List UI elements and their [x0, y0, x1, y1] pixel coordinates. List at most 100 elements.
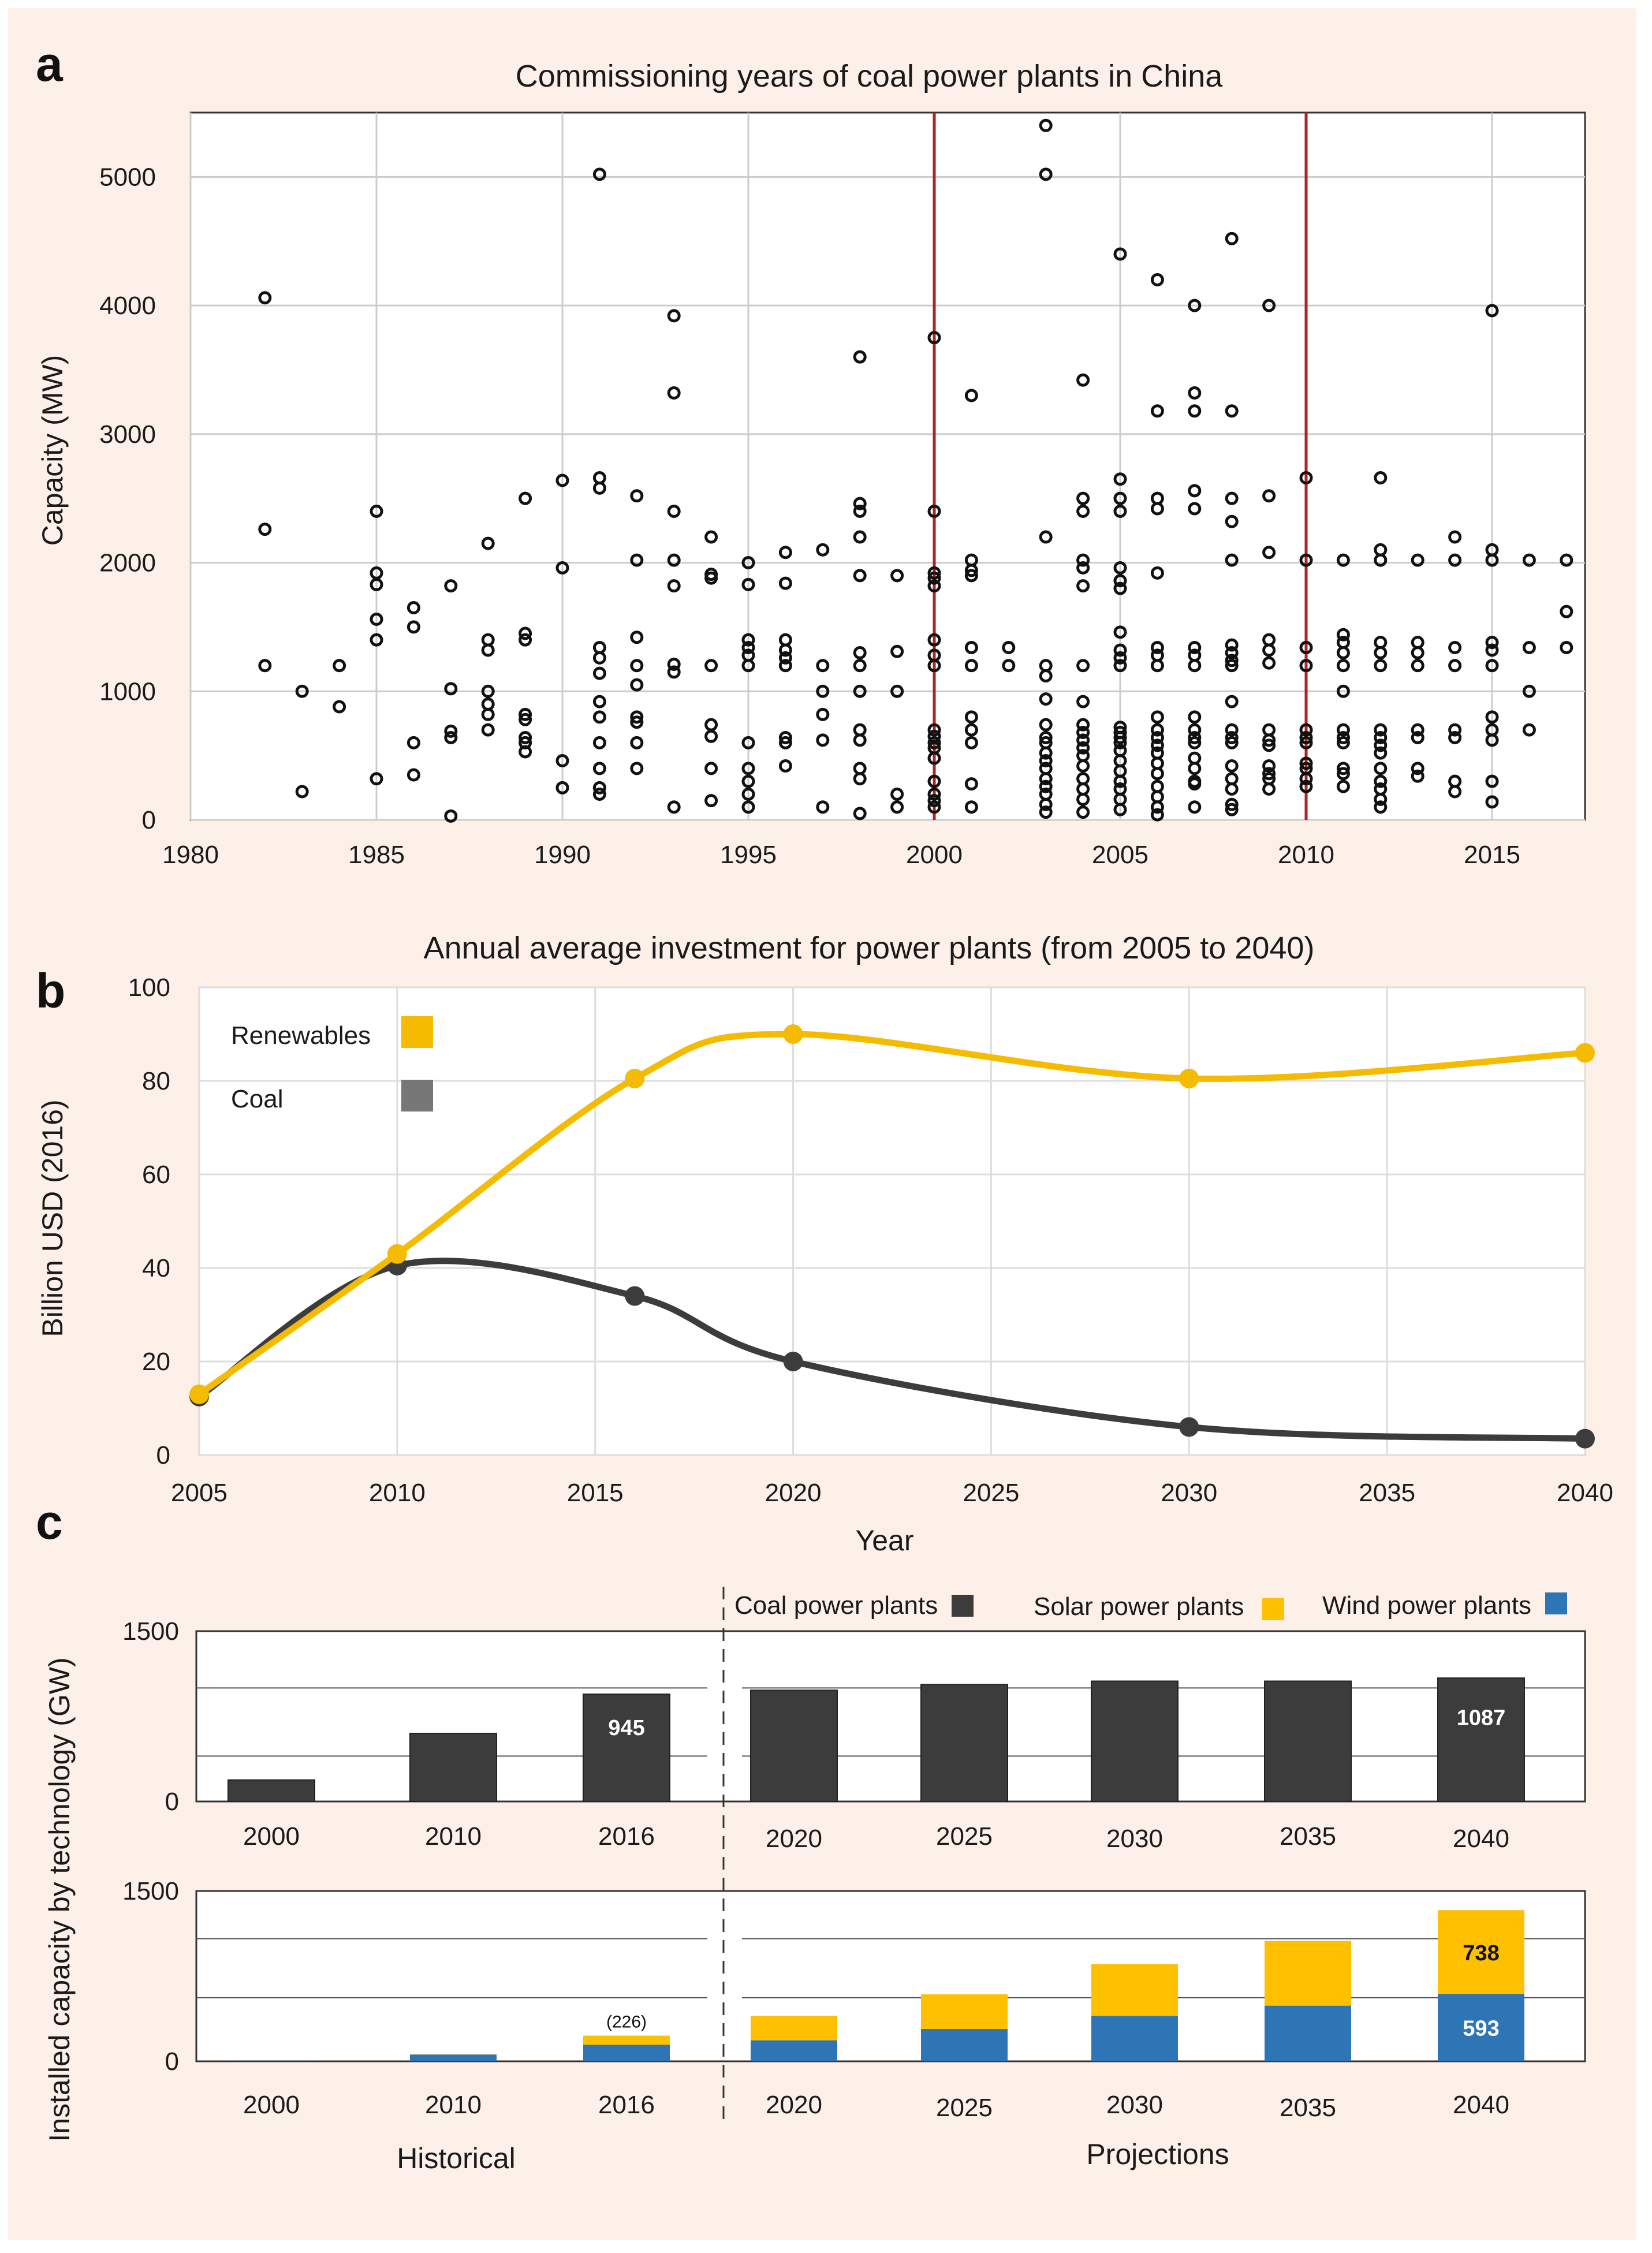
scatter-point: [1188, 762, 1202, 775]
scatter-point: [1262, 546, 1276, 559]
x-tick-label: 2015: [1464, 841, 1520, 869]
coal-point: [1575, 1428, 1595, 1449]
scatter-point: [1262, 759, 1276, 773]
scatter-point: [890, 569, 904, 583]
scatter-point: [1374, 774, 1388, 788]
x-tick-label: 2000: [906, 841, 963, 869]
solar-bar-2016: [583, 2035, 670, 2045]
scatter-point: [333, 659, 346, 673]
scatter-point: [853, 497, 867, 510]
scatter-point: [1188, 404, 1202, 418]
scatter-point: [964, 659, 978, 673]
scatter-point: [1113, 504, 1127, 518]
scatter-point: [1299, 641, 1313, 655]
scatter-point: [1299, 779, 1313, 793]
wind-bar-2025: [921, 2028, 1008, 2061]
coal-bar-2016: [583, 1694, 670, 1802]
scatter-point: [1299, 723, 1313, 737]
renewables-point: [1575, 1043, 1595, 1063]
scatter-point: [519, 713, 532, 726]
scatter-point: [1150, 641, 1164, 655]
y-tick-label: 1000: [99, 677, 156, 706]
scatter-point: [853, 807, 867, 820]
scatter-point: [964, 723, 978, 737]
scatter-point: [1188, 777, 1202, 791]
renewables-point: [387, 1244, 407, 1264]
scatter-point: [1336, 767, 1350, 781]
scatter-point: [407, 768, 420, 782]
scatter-point: [1225, 491, 1239, 505]
scatter-point: [1225, 759, 1239, 773]
scatter-point: [853, 772, 867, 786]
scatter-point: [555, 781, 569, 794]
scatter-point: [1448, 723, 1462, 737]
scatter-point: [1299, 730, 1313, 744]
scatter-point: [519, 626, 532, 640]
y-tick-label: 40: [142, 1254, 170, 1282]
scatter-point: [853, 530, 867, 544]
chart-a-x-ticks: 1980 1985 1990 1995 2000 2005 2010 2015: [162, 841, 1520, 869]
scatter-point: [1225, 553, 1239, 567]
scatter-point: [1299, 756, 1313, 770]
scatter-point: [592, 695, 606, 708]
scatter-point: [1485, 643, 1499, 657]
scatter-point: [370, 577, 383, 591]
x-tick-label: 2020: [766, 2091, 822, 2119]
coal-bar-2035: [1264, 1680, 1352, 1803]
x-tick-label: 2010: [369, 1479, 426, 1507]
scatter-point: [1076, 792, 1090, 806]
scatter-point: [778, 546, 792, 559]
coal-bar-value-2040: 1087: [1457, 1706, 1506, 1730]
scatter-point: [927, 566, 941, 580]
scatter-point: [370, 772, 383, 786]
solar-bar-2030: [1091, 1964, 1178, 2016]
scatter-point: [741, 641, 755, 655]
legend-renewables-swatch: [401, 1016, 433, 1048]
legend-coal-label: Coal: [231, 1085, 284, 1113]
scatter-point: [1150, 659, 1164, 673]
scatter-point: [778, 651, 792, 665]
scatter-point: [1039, 754, 1053, 768]
x-tick-label: 2025: [936, 1822, 993, 1851]
scatter-point: [1262, 656, 1276, 670]
renewables-point: [1179, 1068, 1199, 1088]
scatter-point: [1262, 738, 1276, 752]
scatter-point: [1039, 692, 1053, 706]
scatter-point: [1522, 553, 1536, 567]
scatter-point: [890, 644, 904, 658]
scatter-point: [778, 736, 792, 749]
legend-coal-plants-swatch: [952, 1595, 974, 1617]
group-label-projections: Projections: [1086, 2138, 1229, 2170]
scatter-point: [1225, 654, 1239, 667]
scatter-point: [630, 736, 644, 749]
scatter-point: [964, 710, 978, 724]
x-tick-label: 2020: [766, 1825, 822, 1853]
scatter-point: [1411, 730, 1424, 744]
chart-b-grid: [198, 986, 1586, 1456]
scatter-point: [927, 800, 941, 814]
legend-wind-plants-swatch: [1545, 1592, 1567, 1614]
scatter-point: [1076, 741, 1090, 755]
x-tick-label: 2040: [1453, 2091, 1509, 2119]
scatter-point: [1188, 386, 1202, 400]
chart-b-x-ticks: 2005 2010 2015 2020 2025 2030 2035 2040: [171, 1479, 1613, 1507]
scatter-point: [1225, 730, 1239, 744]
scatter-point: [853, 569, 867, 583]
scatter-point: [1113, 643, 1127, 657]
x-tick-label: 2016: [598, 2091, 655, 2119]
scatter-point: [1299, 772, 1313, 786]
scatter-point: [1188, 800, 1202, 814]
scatter-point: [853, 646, 867, 659]
scatter-point: [853, 659, 867, 673]
scatter-point: [741, 556, 755, 570]
scatter-point: [1002, 659, 1016, 673]
scatter-point: [1188, 730, 1202, 744]
scatter-point: [1150, 273, 1164, 287]
scatter-point: [1150, 502, 1164, 516]
scatter-point: [1411, 762, 1424, 775]
chart-a-highlight-lines: [933, 113, 1308, 820]
scatter-point: [816, 684, 830, 698]
wind-bar-2030: [1091, 2016, 1178, 2061]
y-tick-label: 0: [165, 1788, 179, 1816]
